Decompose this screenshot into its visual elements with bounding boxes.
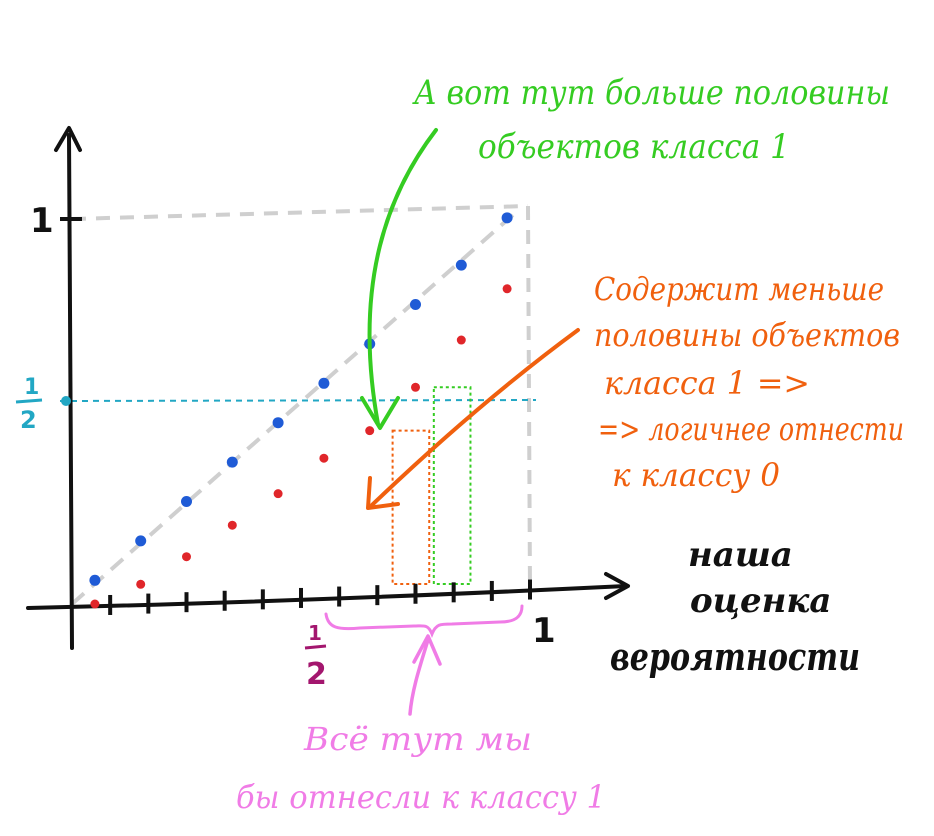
x-axis-arrowhead	[604, 572, 630, 600]
blue-data-point	[89, 574, 101, 586]
green-highlight-box	[432, 386, 472, 585]
blue-data-point	[135, 535, 147, 547]
diagonal-line	[70, 212, 516, 606]
highlight-boxes	[391, 386, 472, 586]
half-probability-line	[59, 399, 537, 402]
red-data-point	[136, 579, 146, 589]
green-note-line-2: объектов класса 1	[478, 127, 790, 167]
orange-note-line-3: класса 1 =>	[604, 364, 810, 402]
orange-note-line-1: Содержит меньше	[594, 270, 884, 308]
pink-note-line-1: Всё тут мы	[303, 720, 532, 758]
pink-arrowhead	[412, 634, 442, 666]
blue-data-point	[501, 212, 513, 224]
red-data-point	[319, 453, 329, 463]
red-data-point	[502, 284, 512, 294]
x-tick-marks	[108, 579, 532, 615]
red-data-point	[365, 426, 375, 436]
green-note-line-1: А вот тут больше половины	[412, 73, 890, 113]
x-axis-label-line-3: вероятности	[610, 634, 860, 679]
x-axis	[26, 584, 628, 610]
x-tick-half-numerator: 1	[308, 621, 322, 645]
x-tick-one: 1	[532, 611, 556, 651]
red-data-point	[411, 382, 420, 392]
blue-data-point	[455, 259, 467, 271]
red-data-point	[90, 599, 100, 609]
y-axis	[67, 133, 74, 650]
green-arrowhead	[360, 396, 400, 430]
x-axis-label-line-2: оценка	[690, 581, 831, 621]
orange-highlight-box	[391, 429, 431, 586]
right-guide-line	[526, 205, 532, 593]
x-axis-label-line-1: наша	[688, 535, 793, 575]
y-tick-half-denominator: 2	[20, 406, 37, 434]
orange-note-line-5: к классу 0	[612, 456, 780, 494]
y-tick-half-numerator: 1	[24, 375, 39, 400]
red-data-point	[227, 520, 237, 530]
blue-data-point	[318, 377, 330, 389]
orange-note-line-2: половины объектов	[594, 316, 900, 354]
top-guide-line	[71, 204, 529, 221]
blue-data-point	[181, 496, 192, 507]
orange-note-line-4: => логичнее отнести	[598, 410, 904, 448]
x-tick-half-bar	[304, 644, 327, 650]
blue-data-point	[410, 299, 421, 310]
y-tick-one: 1	[30, 201, 54, 241]
green-note-arrow	[367, 128, 438, 426]
blue-data-point	[226, 456, 238, 468]
orange-arrowhead	[366, 476, 400, 510]
red-data-point	[182, 552, 191, 562]
red-data-point	[273, 489, 283, 499]
y-axis-arrowhead	[54, 126, 82, 152]
y-tick-half-bar	[15, 398, 43, 404]
pink-brace	[324, 604, 524, 639]
pink-note-line-2: бы отнесли к классу 1	[236, 778, 606, 816]
data-points	[89, 212, 513, 609]
y-half-dot	[61, 396, 71, 406]
pink-note-arrow	[408, 638, 430, 716]
blue-data-point	[272, 417, 284, 429]
orange-note-arrow	[370, 328, 580, 507]
x-tick-half-denominator: 2	[306, 657, 327, 692]
red-data-point	[456, 335, 466, 345]
